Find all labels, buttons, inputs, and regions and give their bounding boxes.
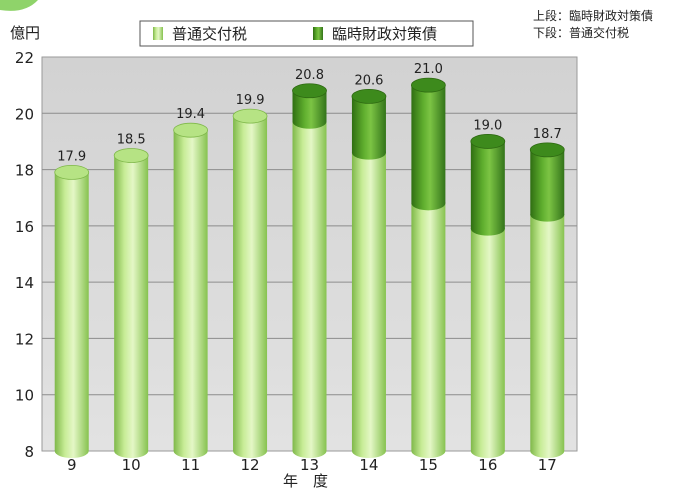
bar-segment-futsu bbox=[351, 152, 386, 451]
bar-segment-futsu bbox=[530, 214, 565, 451]
bar-11 bbox=[173, 122, 209, 458]
bar-segment-rinji bbox=[411, 85, 446, 204]
bar-base-ellipse bbox=[411, 444, 446, 458]
x-tick-label: 17 bbox=[538, 456, 557, 474]
legend-swatch-rinji bbox=[313, 27, 323, 40]
legend-label-rinji: 臨時財政対策債 bbox=[332, 25, 437, 43]
bar-value-labels: 17.9 18.5 19.4 19.9 20.8 20.6 21.0 19.0 18.7 bbox=[57, 62, 562, 164]
bar-value-label: 21.0 bbox=[414, 62, 443, 77]
bar-base-ellipse bbox=[114, 444, 149, 458]
bar-top-cap bbox=[351, 89, 387, 104]
y-tick-label: 10 bbox=[15, 387, 34, 405]
legend-swatch-futsu bbox=[153, 27, 163, 40]
legend-item-rinji: 臨時財政対策債 bbox=[313, 25, 437, 43]
bar-14 bbox=[351, 89, 387, 458]
y-tick-label: 16 bbox=[15, 218, 34, 236]
bar-value-label: 18.5 bbox=[117, 133, 146, 148]
bar-segment-rinji bbox=[470, 141, 505, 229]
bar-top-cap bbox=[232, 108, 268, 124]
bar-segment-futsu bbox=[470, 228, 505, 451]
y-tick-label: 8 bbox=[24, 443, 34, 461]
x-tick-label: 12 bbox=[241, 456, 260, 474]
x-tick-label: 16 bbox=[478, 456, 497, 474]
bar-segment-futsu bbox=[233, 116, 268, 451]
x-tick-label: 9 bbox=[67, 456, 77, 474]
bar-base-ellipse bbox=[470, 444, 505, 458]
bar-base-ellipse bbox=[351, 444, 386, 458]
y-tick-label: 12 bbox=[15, 330, 34, 348]
bar-value-label: 19.9 bbox=[236, 93, 265, 108]
bar-base-ellipse bbox=[292, 444, 327, 458]
bar-15 bbox=[410, 77, 446, 458]
x-tick-label: 13 bbox=[300, 456, 319, 474]
bar-segment-futsu bbox=[292, 121, 327, 451]
y-tick-label: 18 bbox=[15, 162, 34, 180]
bar-top-cap bbox=[113, 148, 149, 163]
bar-segment-rinji bbox=[351, 96, 386, 153]
bar-top-cap bbox=[410, 77, 446, 93]
bar-segment-futsu bbox=[173, 130, 208, 451]
bar-segment-futsu bbox=[411, 203, 446, 451]
bar-9 bbox=[54, 164, 90, 458]
legend: 普通交付税 臨時財政対策債 bbox=[139, 20, 474, 47]
bar-base-ellipse bbox=[54, 444, 89, 458]
x-tick-label: 11 bbox=[181, 456, 200, 474]
corner-decoration bbox=[0, 0, 38, 11]
bar-top-cap bbox=[292, 83, 327, 99]
note-lower: 下段：普通交付税 bbox=[533, 25, 629, 40]
bar-joint-ellipse bbox=[411, 196, 446, 211]
bar-top-cap bbox=[529, 142, 565, 158]
bar-13 bbox=[292, 83, 327, 458]
legend-box bbox=[139, 20, 474, 47]
bar-value-label: 20.8 bbox=[295, 68, 324, 83]
bar-value-label: 19.0 bbox=[473, 118, 502, 133]
bar-value-label: 20.6 bbox=[354, 73, 383, 88]
y-tick-label: 20 bbox=[15, 105, 34, 123]
bar-top-cap bbox=[54, 164, 90, 180]
legend-label-futsu: 普通交付税 bbox=[172, 25, 247, 43]
y-axis-label: 億円 bbox=[10, 24, 40, 42]
y-tick-label: 14 bbox=[15, 274, 34, 292]
bar-base-ellipse bbox=[173, 444, 208, 458]
bar-segment-rinji bbox=[530, 149, 565, 215]
bar-top-cap bbox=[173, 122, 209, 138]
bar-joint-ellipse bbox=[530, 207, 565, 222]
bar-17 bbox=[529, 142, 565, 458]
y-tick-label: 22 bbox=[15, 49, 34, 67]
x-tick-label: 14 bbox=[359, 456, 378, 474]
bar-base-ellipse bbox=[233, 444, 268, 458]
bar-segment-futsu bbox=[114, 155, 149, 451]
y-tick-labels: 8 10 12 14 16 18 20 22 bbox=[15, 49, 34, 461]
x-tick-label: 15 bbox=[419, 456, 438, 474]
bar-10 bbox=[113, 148, 149, 458]
legend-item-futsu: 普通交付税 bbox=[153, 25, 247, 43]
bar-value-label: 19.4 bbox=[176, 107, 205, 122]
bar-16 bbox=[470, 134, 506, 458]
bar-joint-ellipse bbox=[470, 221, 505, 236]
bar-joint-ellipse bbox=[351, 145, 386, 160]
x-tick-label: 10 bbox=[122, 456, 141, 474]
bars-group bbox=[54, 77, 565, 458]
note-upper: 上段：臨時財政対策債 bbox=[533, 8, 653, 23]
x-tick-labels: 9 10 11 12 13 14 15 16 17 bbox=[67, 456, 557, 474]
bar-segment-futsu bbox=[54, 172, 89, 451]
bar-joint-ellipse bbox=[292, 114, 327, 129]
bar-base-ellipse bbox=[530, 444, 565, 458]
bar-value-label: 18.7 bbox=[533, 127, 562, 142]
bar-top-cap bbox=[470, 134, 506, 149]
bar-value-label: 17.9 bbox=[57, 149, 86, 164]
bar-12 bbox=[232, 108, 268, 458]
x-axis-label: 年 度 bbox=[283, 472, 328, 490]
